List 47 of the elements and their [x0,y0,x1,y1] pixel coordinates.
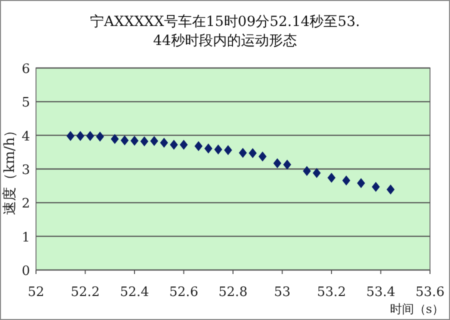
point [386,184,395,195]
y-tick-label: 4 [22,129,30,144]
point [328,172,336,183]
point [76,131,84,142]
point [120,135,129,146]
x-axis-title: 时间（s） [390,302,444,316]
point [312,168,321,178]
point [150,136,158,146]
chart-title: 宁AXXXXX号车在15时09分52.14秒至53.44秒时段内的运动形态 [90,14,360,49]
x-tick-label: 52.2 [70,285,100,300]
point [238,148,247,158]
x-tick-label: 53.4 [366,285,396,300]
x-tick-label: 52.6 [169,285,198,300]
point [357,178,366,188]
x-tick-label: 53 [274,285,291,300]
point [204,143,212,154]
x-tick-label: 52.4 [120,285,149,300]
y-tick-label: 2 [22,196,30,212]
point [214,144,222,154]
point [180,140,188,150]
y-tick-label: 1 [22,230,30,246]
point [160,138,168,148]
point [342,175,350,186]
y-tick-label: 0 [22,264,30,279]
point [96,132,104,142]
x-tick-label: 53.6 [416,285,444,300]
x-tick-label: 52 [28,285,44,300]
point [86,131,94,142]
y-tick-label: 5 [22,96,30,111]
point [258,152,267,162]
y-tick-label: 3 [22,163,30,178]
x-tick-label: 52.8 [218,285,248,300]
point [248,148,257,158]
point [170,140,178,150]
point [372,182,380,192]
point [273,158,282,168]
y-tick-label: 6 [22,62,30,77]
point [140,136,148,146]
point [194,141,203,152]
point [110,134,119,144]
point [302,166,311,176]
point [66,131,74,142]
point [283,160,292,170]
point [224,145,232,156]
x-tick-label: 53.2 [317,285,346,300]
y-axis-title: 速度（km/h） [2,123,18,215]
point [130,136,138,146]
